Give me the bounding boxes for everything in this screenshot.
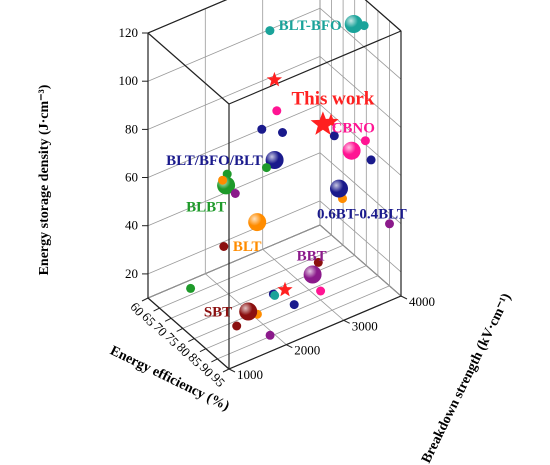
- grid-line-y: [262, 248, 344, 321]
- label-cbno: CBNO: [332, 121, 375, 137]
- tick-mark-x: [222, 368, 230, 373]
- tick-label-y: 3000: [352, 318, 378, 333]
- box-edge: [147, 297, 230, 370]
- label-this-work: This work: [291, 88, 374, 109]
- grid-line-z-back: [319, 200, 402, 273]
- tick-mark-y: [286, 344, 293, 349]
- box-edge: [364, 0, 402, 32]
- grid-line-z-left: [147, 200, 321, 275]
- point-cbno: [316, 286, 326, 296]
- point-blbt: [262, 163, 271, 173]
- point-blt-bfo-blt: [289, 300, 299, 310]
- grid-line-z-back: [319, 56, 402, 128]
- grid-line-x: [159, 234, 332, 309]
- tick-mark-x: [211, 358, 218, 363]
- point-cbno: [272, 106, 282, 116]
- point-blt-bfo-blt: [257, 124, 267, 134]
- label-blt-bfo: BLT-BFO: [279, 18, 342, 34]
- point-sbt: [313, 257, 323, 267]
- data-points: [186, 15, 394, 340]
- point-sbt: [219, 242, 229, 251]
- grid-line-y: [319, 224, 402, 297]
- z-axis-title: Energy storage density (J·cm⁻³): [37, 84, 52, 275]
- grid-line-x: [205, 275, 379, 350]
- tick-mark-y: [228, 368, 236, 373]
- grid-line-z-left: [147, 7, 321, 82]
- tick-label-z: 60: [125, 170, 138, 185]
- grid-line-x: [182, 255, 355, 329]
- box-edge: [228, 30, 402, 105]
- label-blbt: BLBT: [186, 199, 226, 215]
- tick-mark-y: [400, 295, 408, 300]
- grid-line-x: [147, 224, 321, 299]
- point-bbt: [303, 265, 322, 284]
- point-blt-bfo-blt: [278, 128, 287, 137]
- grid-line-z-back: [319, 104, 402, 176]
- tick-label-z: 40: [125, 218, 138, 233]
- grid-line-z-left: [147, 56, 321, 130]
- point-bbt: [230, 189, 240, 198]
- axis-edges: [141, 0, 408, 373]
- grid-line-x: [170, 244, 344, 319]
- tick-mark-x: [176, 327, 183, 332]
- tick-label-z: 120: [119, 25, 139, 40]
- box-edge: [228, 295, 402, 370]
- grid-line-z-back: [319, 152, 402, 225]
- grid-line-z-back: [319, 7, 402, 80]
- grid-line-z-left: [147, 104, 321, 178]
- tick-mark-x: [141, 297, 149, 302]
- point-blt-bfo: [270, 290, 280, 300]
- point-this-work: [266, 71, 283, 87]
- point-0-6bt-0-4blt: [330, 179, 348, 198]
- point-cbno: [360, 136, 370, 146]
- label-sbt: SBT: [204, 305, 232, 321]
- point-sbt: [239, 302, 258, 321]
- grid-line-x: [194, 265, 367, 339]
- tick-mark-x: [188, 338, 195, 343]
- y-axis-title: Breakdown strength (kV·cm⁻¹): [419, 291, 515, 465]
- point-blt: [248, 213, 267, 232]
- point-this-work: [277, 281, 293, 297]
- label-0-6bt-0-4blt: 0.6BT-0.4BLT: [317, 207, 407, 223]
- grid-line-x: [217, 285, 390, 360]
- series-labels: BLT-BFO This work CBNO BLT/BFO/BLT 0.6BT-0.4…: [166, 18, 407, 321]
- back-panel: [319, 0, 402, 298]
- tick-mark-x: [153, 307, 160, 312]
- point-blt-bfo-blt: [366, 155, 376, 165]
- point-sbt: [232, 321, 242, 331]
- axis-panels: [147, 0, 402, 370]
- box-edge: [147, 32, 230, 105]
- tick-label-y: 4000: [409, 294, 435, 309]
- tick-mark-x: [164, 317, 172, 322]
- label-blt-bfo-blt: BLT/BFO/BLT: [166, 153, 262, 169]
- label-blt: BLT: [233, 239, 262, 255]
- tick-mark-x: [199, 348, 207, 353]
- point-blt-bfo: [265, 26, 275, 36]
- tick-mark-y: [343, 319, 350, 324]
- tick-label-y: 1000: [237, 367, 263, 382]
- tick-label-y: 2000: [294, 343, 320, 358]
- point-bbt: [385, 219, 394, 229]
- point-bbt: [265, 330, 275, 340]
- box-edge: [147, 0, 228, 34]
- point-blbt: [186, 283, 196, 293]
- tick-label-z: 100: [119, 73, 139, 88]
- point-cbno: [342, 141, 361, 160]
- tick-label-z: 80: [125, 121, 138, 136]
- tick-label-z: 20: [125, 266, 138, 281]
- axis-titles: Energy efficiency (%) Breakdown strength …: [37, 84, 515, 465]
- point-blt-bfo-blt: [329, 131, 339, 141]
- label-bbt: BBT: [297, 249, 327, 265]
- point-blt-bfo: [344, 15, 363, 33]
- point-blt-bfo-blt: [265, 151, 284, 169]
- point-blt: [218, 175, 228, 185]
- point-this-work: [310, 111, 336, 135]
- grid-lines: [147, 0, 402, 370]
- point-blbt: [222, 169, 232, 179]
